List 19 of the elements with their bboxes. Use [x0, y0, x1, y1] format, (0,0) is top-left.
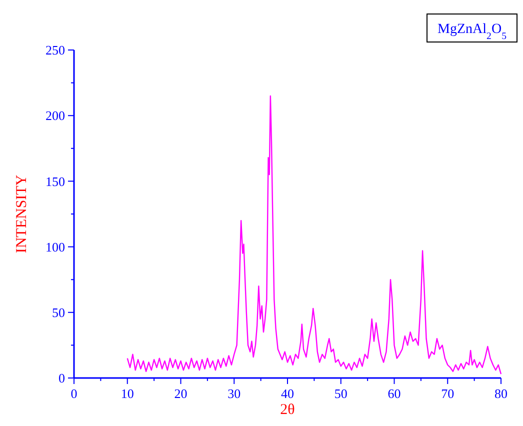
x-axis-title: 2θ: [280, 402, 295, 418]
x-tick-label: 60: [388, 386, 401, 401]
y-tick-label: 50: [52, 304, 65, 320]
y-axis-title: INTENSITY: [14, 174, 30, 254]
line-series: [126, 95, 502, 375]
x-tick-label: 40: [281, 386, 294, 401]
x-tick-label: 80: [494, 386, 508, 401]
y-tick-label: 150: [46, 174, 65, 189]
y-tick-label: 250: [46, 42, 65, 58]
y-tick-label: 100: [46, 239, 65, 254]
x-tick-label: 0: [70, 386, 78, 401]
x-tick-label: 50: [334, 386, 348, 401]
text: MgZnAl$_{2}$O$_{5}$: [438, 22, 507, 42]
y-tick-label: 0: [58, 370, 65, 386]
x-tick-label: 70: [441, 386, 454, 401]
x-tick-label: 30: [228, 386, 241, 401]
x-tick-label: 10: [120, 386, 134, 401]
y-tick-label: 200: [46, 108, 65, 124]
x-tick-label: 20: [174, 386, 188, 401]
